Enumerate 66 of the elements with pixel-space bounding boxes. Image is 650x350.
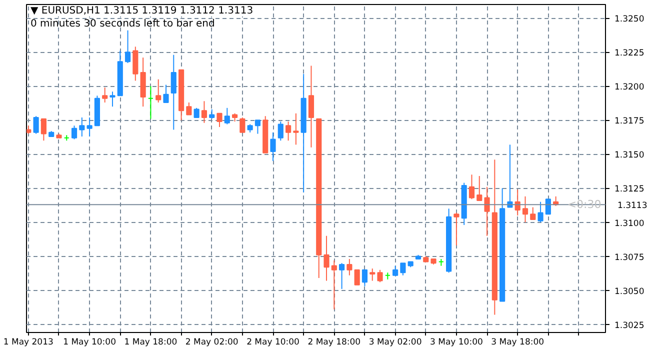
x-tick-label: 1 May 2013 bbox=[3, 338, 54, 348]
candlestick bbox=[392, 265, 398, 276]
candlestick bbox=[400, 262, 406, 276]
x-tick-label: 2 May 02:00 bbox=[185, 338, 238, 348]
candlestick bbox=[33, 116, 39, 134]
candlestick bbox=[476, 175, 482, 201]
y-tick-label: 1.3025 bbox=[614, 320, 644, 331]
text: 0 minutes 30 seconds left to bar end bbox=[30, 18, 215, 30]
x-tick-label: 1 May 18:00 bbox=[124, 338, 178, 348]
candlestick bbox=[522, 196, 528, 223]
candlestick bbox=[79, 116, 85, 138]
candlestick bbox=[530, 206, 536, 220]
candlestick bbox=[254, 120, 261, 134]
y-tick-label: 1.3125 bbox=[614, 184, 644, 195]
y-tick-label: 1.3200 bbox=[614, 82, 644, 93]
candlestick bbox=[186, 102, 192, 116]
candlestick bbox=[324, 235, 330, 282]
candlestick bbox=[362, 269, 368, 287]
candlestick bbox=[293, 112, 299, 146]
y-tick-label: 1.3225 bbox=[614, 48, 644, 59]
candlestick bbox=[102, 87, 108, 103]
candlestick bbox=[331, 260, 337, 310]
y-tick-label: 1.3250 bbox=[614, 14, 644, 25]
candlestick bbox=[110, 91, 116, 108]
candlestick bbox=[216, 112, 222, 128]
candlestick bbox=[278, 121, 284, 142]
y-tick-label: 1.3175 bbox=[614, 116, 644, 127]
candlestick bbox=[270, 132, 276, 162]
candlestick bbox=[286, 121, 292, 142]
candlestick bbox=[468, 174, 475, 200]
y-tick-label: 1.3100 bbox=[614, 218, 644, 229]
x-tick-label: 2 May 10:00 bbox=[246, 338, 300, 348]
x-tick-label: 3 May 02:00 bbox=[368, 338, 422, 348]
candlestick bbox=[124, 30, 131, 64]
candlestick bbox=[308, 65, 314, 148]
candlestick bbox=[156, 78, 162, 103]
candlestick bbox=[538, 201, 544, 223]
x-tick-label: 3 May 10:00 bbox=[430, 338, 483, 348]
candlestick bbox=[40, 118, 46, 142]
candlestick bbox=[240, 116, 246, 133]
y-tick-label: 1.3050 bbox=[614, 286, 644, 297]
x-tick-label: 2 May 18:00 bbox=[308, 338, 361, 348]
candlestick bbox=[209, 108, 215, 120]
candlestick bbox=[201, 100, 208, 124]
candlestick bbox=[71, 125, 78, 140]
candlestick bbox=[545, 198, 551, 215]
candlestick bbox=[148, 86, 154, 120]
candlestick bbox=[454, 212, 460, 246]
candlestick bbox=[370, 268, 376, 282]
candlestick bbox=[163, 84, 169, 103]
y-tick-label: 1.3075 bbox=[614, 252, 644, 263]
candlestick bbox=[377, 269, 383, 283]
candlestick bbox=[170, 54, 176, 130]
candlestick bbox=[224, 107, 230, 125]
candlestick bbox=[132, 46, 138, 82]
candlestick bbox=[339, 262, 345, 290]
ref-line-label: 1.3113 bbox=[618, 201, 648, 212]
candlestick bbox=[346, 258, 352, 276]
y-tick-label: 1.3150 bbox=[614, 150, 644, 161]
candlestick bbox=[86, 116, 92, 138]
chart-title: ▼ EURUSD,H1 1.3115 1.3119 1.3112 1.3113 bbox=[30, 6, 254, 16]
candlestick bbox=[354, 269, 360, 286]
candlestick bbox=[484, 186, 490, 236]
candlestick bbox=[194, 107, 200, 118]
x-tick-label: 1 May 10:00 bbox=[63, 338, 116, 348]
x-tick-label: 3 May 18:00 bbox=[491, 338, 544, 348]
